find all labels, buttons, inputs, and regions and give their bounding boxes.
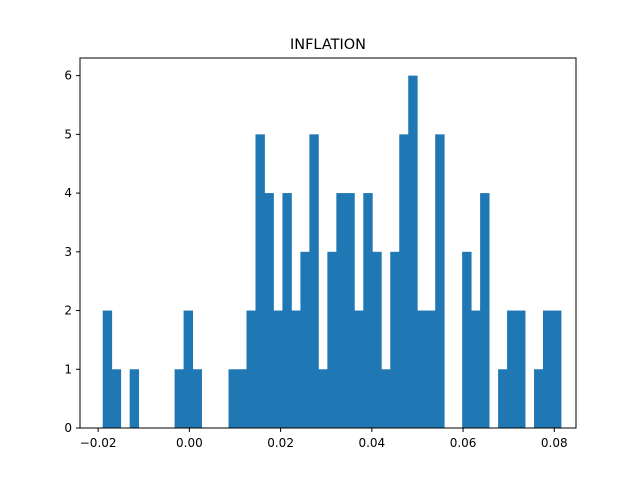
x-tick-label: −0.02 (80, 436, 117, 450)
histogram-bar (309, 134, 319, 428)
histogram-bar (174, 369, 184, 428)
histogram-bar (246, 310, 256, 428)
histogram-bar (507, 310, 517, 428)
x-tick-label: 0.00 (176, 436, 203, 450)
chart-title: INFLATION (290, 37, 366, 53)
histogram-bar (129, 369, 140, 428)
histogram-bar (516, 310, 526, 428)
histogram-bar (336, 193, 346, 428)
y-tick-label: 6 (64, 69, 72, 83)
histogram-bar (471, 310, 481, 428)
histogram-bar (237, 369, 247, 428)
histogram-bar (363, 193, 373, 428)
histogram-bar (354, 310, 364, 428)
bars-group (102, 75, 562, 429)
histogram-bar (255, 134, 265, 428)
histogram-bar (102, 310, 113, 428)
histogram-bar (273, 310, 283, 428)
histogram-bar (264, 193, 274, 428)
histogram-bar (399, 134, 409, 428)
histogram-bar (462, 251, 472, 428)
histogram-bar (327, 251, 337, 428)
y-tick-label: 5 (64, 127, 72, 141)
plot-frame (79, 57, 577, 429)
histogram-bar (300, 251, 310, 428)
histogram-bar (390, 251, 400, 428)
y-tick-label: 4 (64, 186, 72, 200)
histogram-bar (408, 75, 418, 429)
histogram-bar (435, 134, 445, 428)
histogram-bar (426, 310, 436, 428)
histogram-bar (291, 310, 301, 428)
x-tick-label: 0.02 (267, 436, 294, 450)
histogram-bar (543, 310, 553, 428)
x-tick-label: 0.06 (450, 436, 477, 450)
x-axis-ticks: −0.02 0.00 0.02 0.04 0.06 0.08 (80, 428, 568, 450)
histogram-bar (228, 369, 238, 428)
histogram-bar (381, 369, 391, 428)
histogram-bar (318, 369, 328, 428)
y-tick-label: 0 (64, 421, 72, 435)
histogram-bar (372, 251, 382, 428)
histogram-bar (111, 369, 122, 428)
histogram-bar (282, 193, 292, 428)
y-tick-label: 1 (64, 362, 72, 376)
y-tick-label: 2 (64, 304, 72, 318)
histogram-bar (183, 310, 193, 428)
histogram-bar (498, 369, 508, 428)
y-axis-ticks: 0 1 2 3 4 5 6 (64, 69, 80, 435)
x-tick-label: 0.08 (541, 436, 568, 450)
histogram-bar (417, 310, 427, 428)
histogram-bar (192, 369, 202, 428)
histogram-bar (345, 193, 355, 428)
histogram-bar (480, 193, 490, 428)
y-tick-label: 3 (64, 245, 72, 259)
histogram-bar (552, 310, 562, 428)
x-tick-label: 0.04 (358, 436, 385, 450)
histogram-bar (534, 369, 544, 428)
